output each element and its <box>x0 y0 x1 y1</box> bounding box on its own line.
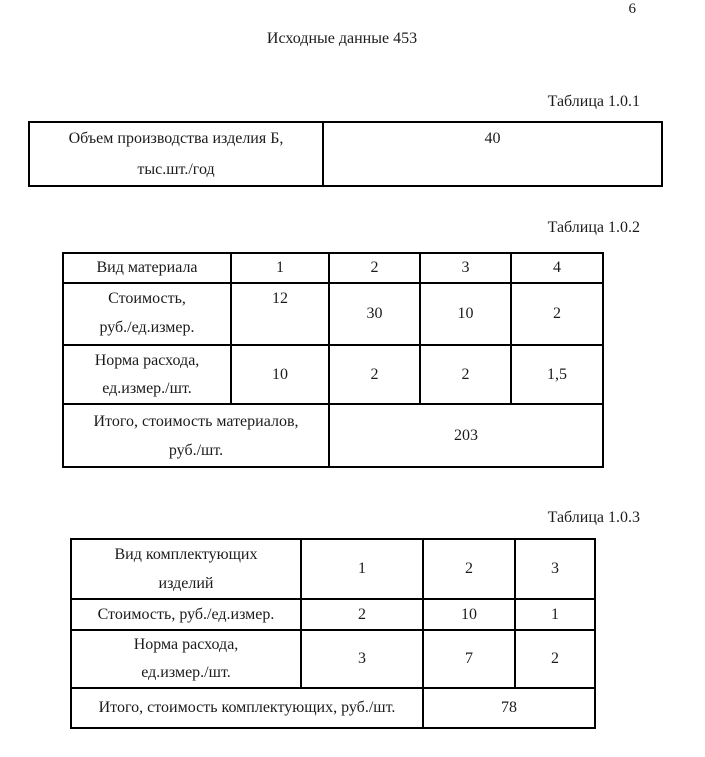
table-row-norm: Норма расхода, ед.измер./шт. 3 7 2 <box>70 629 596 689</box>
t3-header-col2: 2 <box>422 538 516 600</box>
t3-norm-value-1: 3 <box>300 629 424 689</box>
table-row-total: Итого, стоимость материалов, руб./шт. 20… <box>62 403 604 468</box>
t2-header-col2: 2 <box>328 252 421 284</box>
t2-norm-value-3: 2 <box>419 344 512 405</box>
t2-cost-value-3: 10 <box>419 282 512 346</box>
table-3-caption: Таблица 1.0.3 <box>547 509 640 526</box>
t3-cost-value-3: 1 <box>514 598 596 631</box>
t2-norm-value-1: 10 <box>230 344 330 405</box>
t2-total-label-line1: Итого, стоимость материалов, <box>93 412 299 430</box>
table-2: Вид материала 1 2 3 4 Стоимость, руб./ед… <box>62 252 604 468</box>
t3-norm-value-3: 2 <box>514 629 596 689</box>
t3-cost-value-1: 2 <box>300 598 424 631</box>
t3-norm-label-line2: ед.измер./шт. <box>141 664 231 681</box>
t2-cost-value-4: 2 <box>510 282 604 346</box>
table-3: Вид комплектующих изделий 1 2 3 Стоимост… <box>70 538 596 729</box>
table-1-caption: Таблица 1.0.1 <box>547 93 640 110</box>
t2-cost-label-cell: Стоимость, руб./ед.измер. <box>62 282 232 346</box>
table-row-total: Итого, стоимость комплектующих, руб./шт.… <box>70 687 596 729</box>
t2-header-col3: 3 <box>419 252 512 284</box>
table-row-cost: Стоимость, руб./ед.измер. 12 30 10 2 <box>62 282 604 346</box>
table-row-header: Вид комплектующих изделий 1 2 3 <box>70 538 596 600</box>
table-2-caption: Таблица 1.0.2 <box>547 219 640 236</box>
page-title: Исходные данные 453 <box>266 30 418 47</box>
t2-header-col4: 4 <box>510 252 604 284</box>
t3-norm-label-cell: Норма расхода, ед.измер./шт. <box>70 629 302 689</box>
table-1: Объем производства изделия Б, тыс.шт./го… <box>28 121 663 187</box>
t2-cost-value-1: 12 <box>230 282 330 346</box>
t3-cost-label-cell: Стоимость, руб./ед.измер. <box>70 598 302 631</box>
table-row-norm: Норма расхода, ед.измер./шт. 10 2 2 1,5 <box>62 344 604 405</box>
table-row: Объем производства изделия Б, тыс.шт./го… <box>28 121 663 187</box>
t3-cost-value-2: 10 <box>422 598 516 631</box>
t1-value-cell: 40 <box>322 121 663 187</box>
t3-total-label-cell: Итого, стоимость комплектующих, руб./шт. <box>70 687 424 729</box>
page-number: 6 <box>628 1 637 17</box>
t3-header-label-line1: Вид комплектующих <box>114 546 258 563</box>
t2-norm-label-line1: Норма расхода, <box>94 351 200 369</box>
t3-header-col3: 3 <box>514 538 596 600</box>
t2-header-label-cell: Вид материала <box>62 252 232 284</box>
t3-header-label-line2: изделий <box>158 575 214 592</box>
t2-norm-value-2: 2 <box>328 344 421 405</box>
t3-norm-value-2: 7 <box>422 629 516 689</box>
t1-label-line1: Объем производства изделия Б, <box>68 130 284 147</box>
t1-label-line2: тыс.шт./год <box>137 161 215 178</box>
t2-cost-label-line2: руб./ед.измер. <box>99 319 195 336</box>
t2-norm-value-4: 1,5 <box>510 344 604 405</box>
t1-label-cell: Объем производства изделия Б, тыс.шт./го… <box>28 121 324 187</box>
t2-total-label-line2: руб./шт. <box>168 441 224 459</box>
table-row-header: Вид материала 1 2 3 4 <box>62 252 604 284</box>
t2-cost-label-line1: Стоимость, <box>108 290 186 307</box>
table-row-cost: Стоимость, руб./ед.измер. 2 10 1 <box>70 598 596 631</box>
t2-norm-label-cell: Норма расхода, ед.измер./шт. <box>62 344 232 405</box>
t3-total-value-cell: 78 <box>422 687 596 729</box>
t2-cost-value-2: 30 <box>328 282 421 346</box>
t2-total-label-cell: Итого, стоимость материалов, руб./шт. <box>62 403 330 468</box>
t2-norm-label-line2: ед.измер./шт. <box>102 379 192 397</box>
t2-total-value-cell: 203 <box>328 403 604 468</box>
t3-header-col1: 1 <box>300 538 424 600</box>
t3-norm-label-line1: Норма расхода, <box>133 636 239 653</box>
t3-header-label-cell: Вид комплектующих изделий <box>70 538 302 600</box>
t2-header-col1: 1 <box>230 252 330 284</box>
